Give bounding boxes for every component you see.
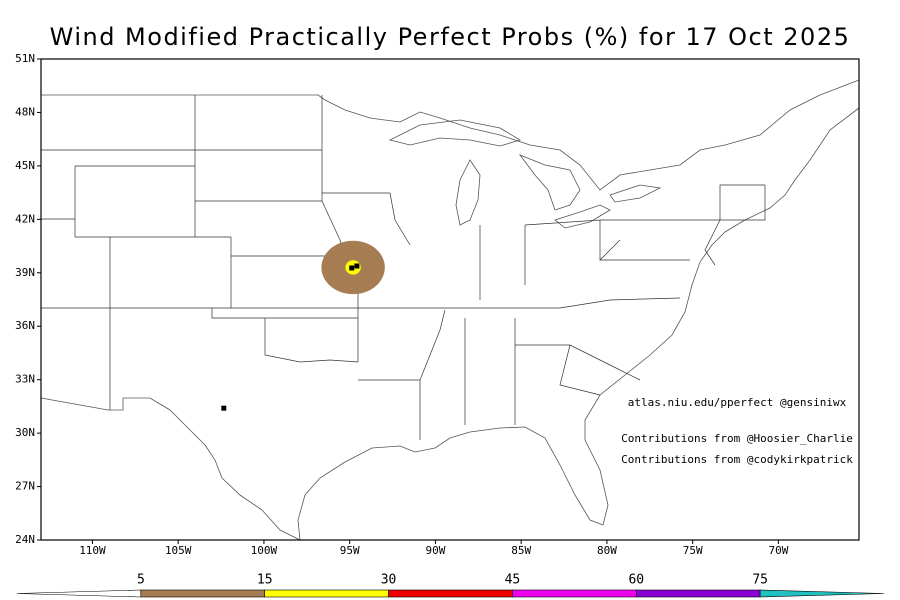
x-tick-label: 80W: [597, 544, 617, 557]
colorbar-segment: [512, 589, 637, 598]
colorbar-label: 30: [381, 573, 397, 588]
y-tick-label: 48N: [15, 105, 35, 118]
x-tick-label: 85W: [511, 544, 531, 557]
annotation: Contributions from @codykirkpatrick: [621, 453, 853, 466]
y-tick-label: 39N: [15, 266, 35, 279]
x-tick-label: 110W: [79, 544, 106, 557]
colorbar-label: 45: [505, 573, 521, 588]
y-tick-label: 45N: [15, 159, 35, 172]
annotation: Contributions from @Hoosier_Charlie: [621, 432, 853, 445]
geography: [40, 79, 860, 541]
colorbar-segment: [759, 589, 885, 598]
colorbar-label: 75: [752, 573, 768, 588]
x-tick-label: 100W: [251, 544, 278, 557]
x-tick-label: 90W: [425, 544, 445, 557]
report-marker: [354, 263, 360, 269]
colorbar: 5 15 30 45 60 75: [16, 573, 885, 598]
report-marker: [349, 265, 355, 271]
annotation: atlas.niu.edu/pperfect @gensiniwx: [628, 396, 847, 409]
report-marker: [221, 405, 227, 411]
map-title: Wind Modified Practically Perfect Probs …: [50, 23, 851, 51]
x-tick-label: 95W: [340, 544, 360, 557]
x-tick-label: 70W: [768, 544, 788, 557]
colorbar-segment: [388, 589, 513, 598]
colorbar-segment: [140, 589, 266, 598]
colorbar-segment: [16, 589, 142, 598]
y-tick-label: 30N: [15, 426, 35, 439]
y-tick-label: 24N: [15, 533, 35, 546]
colorbar-label: 15: [257, 573, 273, 588]
y-tick-label: 51N: [15, 52, 35, 65]
colorbar-label: 5: [137, 573, 145, 588]
probability-areas: [221, 240, 385, 411]
axis-ticks: 110W 105W 100W 95W 90W 85W 80W 75W 70W 24N 27N 30N 3…: [15, 52, 789, 557]
y-tick-label: 36N: [15, 319, 35, 332]
colorbar-label: 60: [628, 573, 644, 588]
map-frame: [40, 58, 860, 541]
colorbar-segment: [264, 589, 389, 598]
y-tick-label: 27N: [15, 480, 35, 493]
x-tick-label: 105W: [165, 544, 192, 557]
colorbar-segment: [635, 589, 761, 598]
y-tick-label: 42N: [15, 212, 35, 225]
y-tick-label: 33N: [15, 373, 35, 386]
x-tick-label: 75W: [683, 544, 703, 557]
